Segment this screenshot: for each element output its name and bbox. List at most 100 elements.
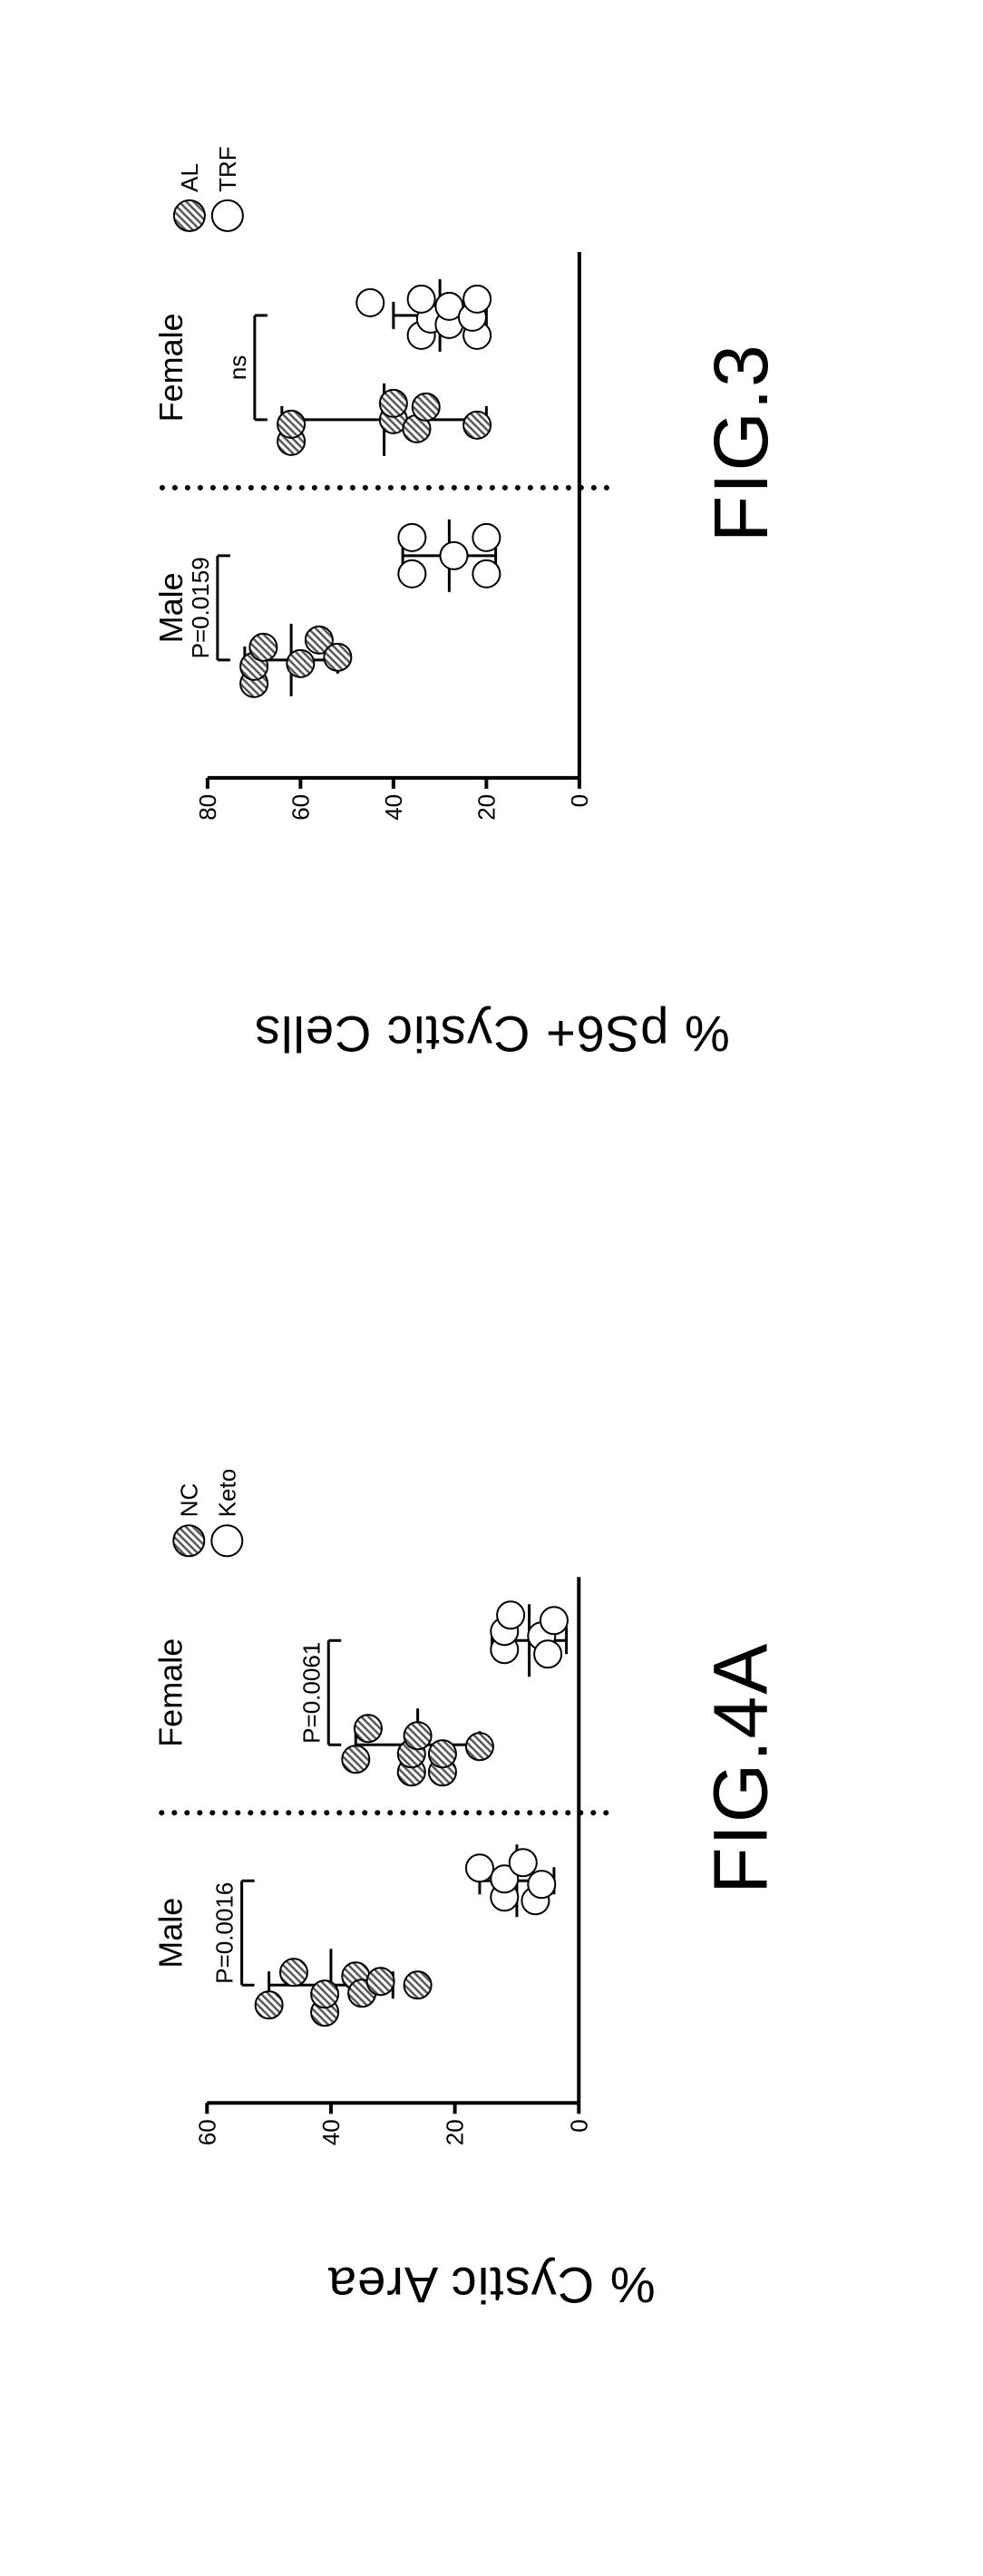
group-title-male: Male	[152, 572, 190, 643]
ytick-label: 80	[194, 794, 221, 821]
divider-dot	[477, 1811, 482, 1816]
legend-label: TRF	[214, 146, 241, 192]
divider-dot	[528, 1811, 533, 1816]
divider-dot	[223, 1811, 229, 1816]
ytick-label: 60	[194, 2120, 221, 2146]
divider-dot	[185, 1811, 190, 1816]
divider-dot	[198, 1811, 203, 1816]
data-point	[249, 634, 277, 661]
ytick-label: 20	[472, 794, 500, 821]
data-point	[466, 1734, 493, 1761]
group-title-female: Female	[152, 1638, 190, 1747]
legend-marker	[212, 200, 243, 231]
group-title-male: Male	[152, 1898, 190, 1968]
data-point	[540, 1608, 568, 1635]
divider-dot	[591, 485, 597, 491]
divider-dot	[414, 485, 419, 491]
pvalue-label: ns	[224, 355, 251, 380]
divider-dot	[223, 485, 229, 491]
divider-dot	[515, 1811, 521, 1816]
divider-dot	[312, 485, 317, 491]
divider-dot	[591, 1811, 597, 1816]
divider-dot	[375, 1811, 381, 1816]
ytick-label: 60	[287, 794, 314, 821]
data-point	[529, 1871, 556, 1899]
fig4a-panel: % Cystic Area 0204060MaleP=0.0016FemaleP…	[199, 1378, 785, 2450]
data-point	[472, 524, 500, 551]
data-point	[287, 650, 314, 677]
divider-dot	[325, 485, 330, 491]
data-point	[356, 289, 384, 316]
divider-dot	[426, 1811, 432, 1816]
data-point	[256, 1992, 283, 2019]
divider-dot	[515, 485, 521, 491]
divider-dot	[210, 485, 216, 491]
divider-dot	[248, 485, 254, 491]
legend-marker	[212, 1526, 243, 1557]
data-point	[510, 1850, 537, 1877]
data-point	[463, 412, 491, 439]
divider-dot	[248, 1811, 254, 1816]
data-point	[472, 560, 500, 588]
divider-dot	[540, 1811, 546, 1816]
divider-dot	[350, 485, 355, 491]
divider-dot	[502, 1811, 508, 1816]
divider-dot	[566, 1811, 571, 1816]
data-point	[466, 1855, 493, 1882]
divider-dot	[363, 485, 368, 491]
divider-dot	[401, 485, 406, 491]
divider-dot	[274, 1811, 279, 1816]
divider-dot	[287, 1811, 292, 1816]
pvalue-label: P=0.0061	[298, 1642, 326, 1744]
chart-3: 020406080MaleP=0.0159FemalensALTRF	[199, 53, 670, 832]
divider-dot	[160, 1811, 165, 1816]
data-point	[429, 1741, 456, 1768]
chart-4a: 0204060MaleP=0.0016FemaleP=0.0061NCKeto	[199, 1378, 670, 2158]
data-point	[412, 394, 439, 421]
ytick-label: 0	[566, 794, 593, 807]
divider-dot	[236, 1811, 241, 1816]
divider-dot	[464, 485, 470, 491]
y-axis-label: % pS6+ Cystic Cells	[254, 1005, 730, 1064]
pvalue-label: P=0.0159	[187, 557, 214, 658]
divider-dot	[261, 1811, 267, 1816]
divider-dot	[566, 485, 571, 491]
group-title-female: Female	[152, 313, 190, 422]
data-point	[404, 1723, 432, 1750]
divider-dot	[363, 1811, 368, 1816]
divider-dot	[299, 1811, 305, 1816]
divider-dot	[185, 485, 190, 491]
data-point	[311, 1981, 338, 2008]
divider-dot	[299, 485, 305, 491]
divider-dot	[198, 485, 203, 491]
divider-dot	[172, 1811, 178, 1816]
divider-dot	[553, 485, 559, 491]
divider-dot	[490, 485, 495, 491]
pvalue-label: P=0.0016	[211, 1882, 238, 1984]
divider-dot	[337, 485, 343, 491]
data-point	[534, 1641, 561, 1668]
divider-dot	[388, 1811, 394, 1816]
divider-dot	[477, 485, 482, 491]
data-point	[440, 542, 467, 569]
figure-label: FIG.3	[697, 343, 785, 542]
divider-dot	[604, 1811, 609, 1816]
ytick-label: 40	[380, 794, 407, 821]
data-point	[324, 644, 351, 671]
divider-dot	[439, 485, 444, 491]
divider-dot	[172, 485, 178, 491]
divider-dot	[210, 1811, 216, 1816]
data-point	[355, 1716, 382, 1743]
ytick-label: 40	[317, 2120, 345, 2146]
data-point	[398, 560, 425, 588]
divider-dot	[528, 485, 533, 491]
y-axis-label: % Cystic Area	[327, 2256, 656, 2315]
divider-dot	[414, 1811, 419, 1816]
data-point	[277, 411, 305, 438]
divider-dot	[312, 1811, 317, 1816]
divider-dot	[325, 1811, 330, 1816]
fig3-panel: % pS6+ Cystic Cells 020406080MaleP=0.015…	[199, 53, 785, 1272]
data-point	[407, 286, 434, 313]
divider-dot	[236, 485, 241, 491]
divider-dot	[350, 1811, 355, 1816]
